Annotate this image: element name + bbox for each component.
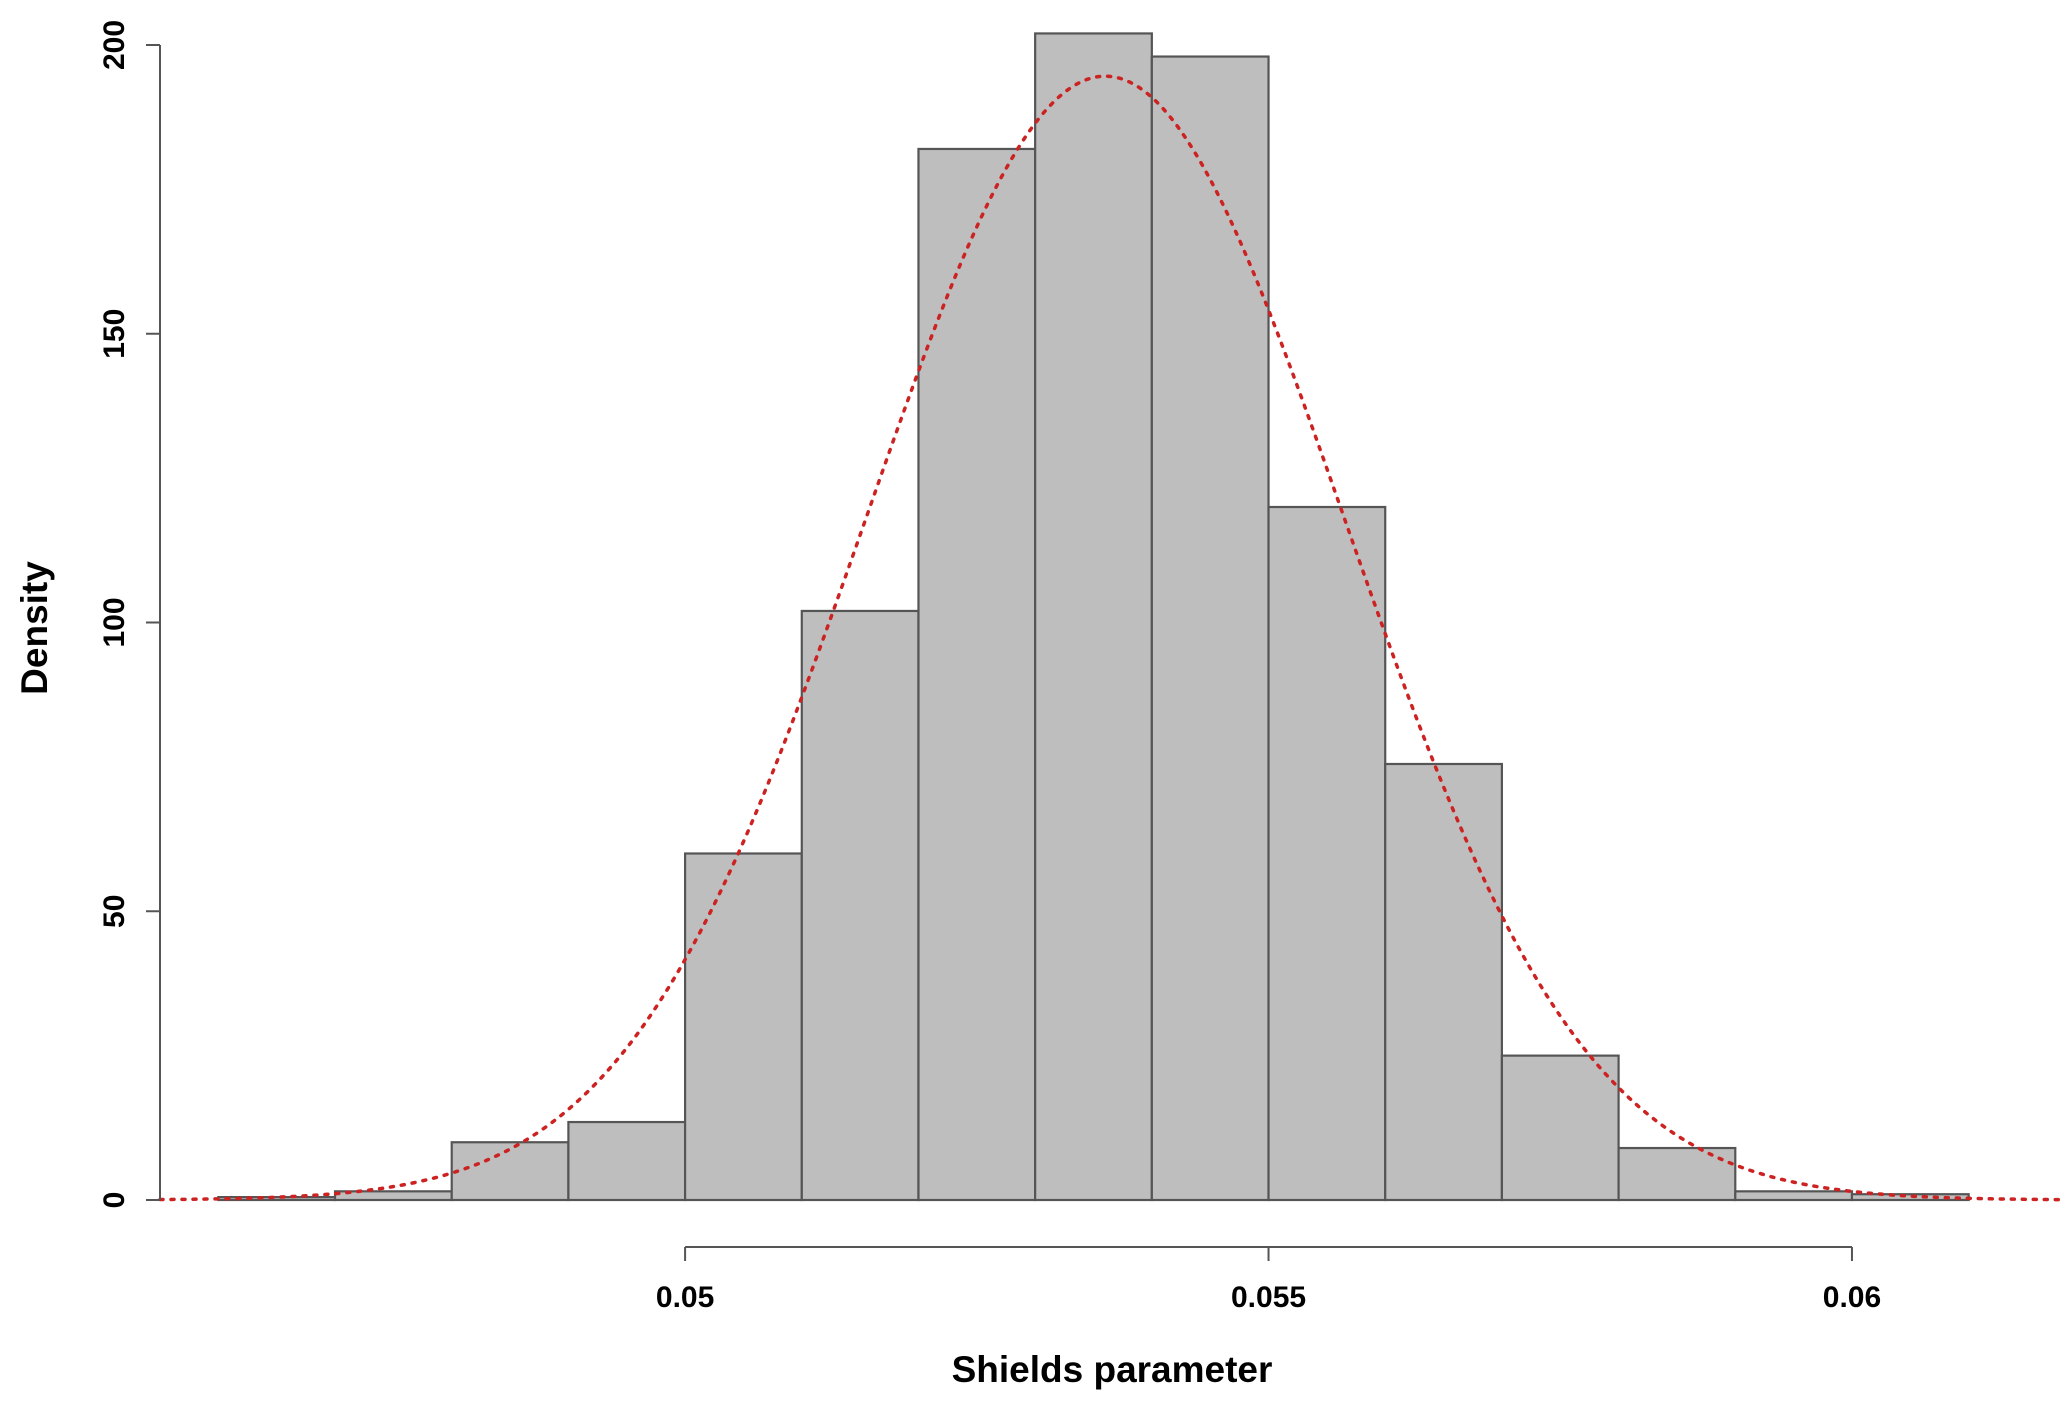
y-tick-label-2: 100	[98, 597, 131, 647]
x-tick-label-2: 0.06	[1823, 1281, 1881, 1314]
histogram-bar-9	[1267, 505, 1387, 1202]
histogram-bar-14	[1850, 1193, 1970, 1202]
x-axis-title: Shields parameter	[952, 1349, 1273, 1390]
histogram-bar-10	[1384, 762, 1503, 1202]
histogram-bar-1	[333, 1190, 453, 1202]
histogram-bar-4	[683, 852, 803, 1202]
histogram-bar-11	[1500, 1054, 1620, 1202]
y-axis-title: Density	[14, 561, 55, 695]
histogram-bar-7	[1034, 32, 1153, 1202]
density-curve	[158, 74, 2064, 1202]
histogram-bar-8	[1150, 55, 1270, 1202]
histogram-bar-3	[567, 1120, 687, 1202]
x-tick-label-1: 0.055	[1231, 1281, 1306, 1314]
histogram-bar-12	[1617, 1146, 1737, 1202]
bars-layer	[217, 32, 1970, 1202]
histogram-bar-6	[917, 147, 1037, 1202]
histogram-bar-13	[1734, 1190, 1854, 1202]
y-tick-label-4: 200	[98, 20, 131, 70]
y-axis: 0 50 100 150 200	[98, 20, 161, 1209]
histogram-bar-5	[800, 609, 920, 1202]
histogram-bar-2	[450, 1141, 570, 1202]
x-axis: 0.05 0.055 0.06	[656, 1246, 1881, 1314]
y-tick-label-1: 50	[98, 895, 131, 928]
y-tick-label-3: 150	[98, 309, 131, 359]
x-tick-label-0: 0.05	[656, 1281, 714, 1314]
y-tick-label-0: 0	[98, 1192, 131, 1209]
